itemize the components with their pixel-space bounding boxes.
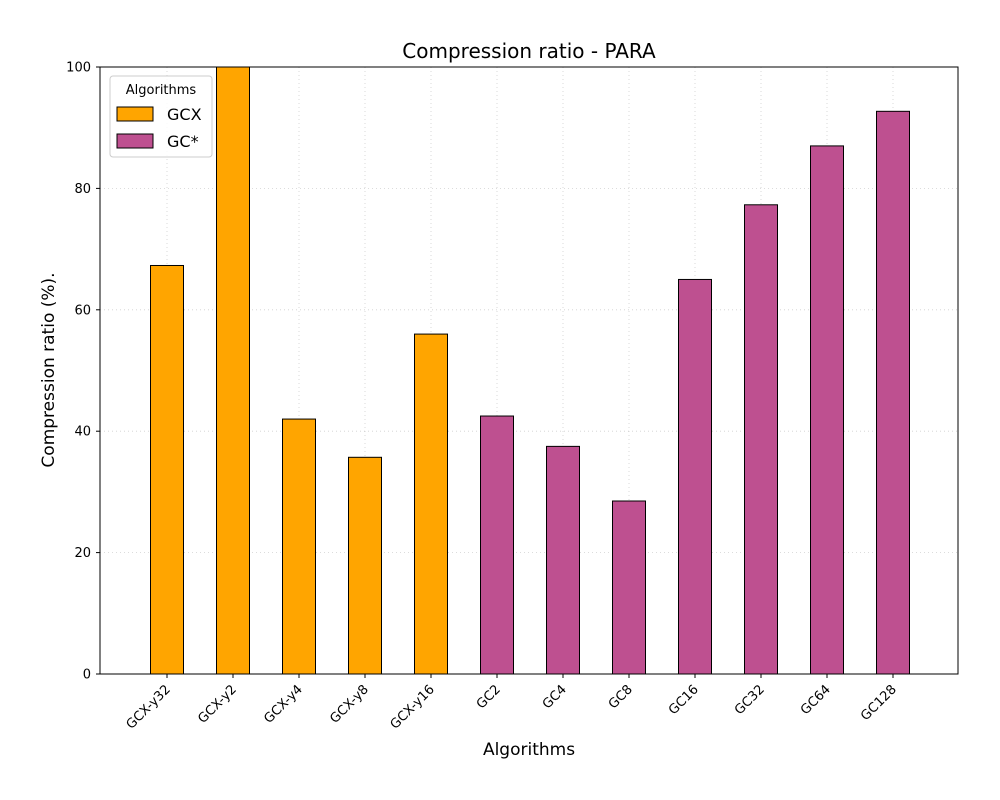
bar-gcx-y32 <box>150 264 184 675</box>
x-tick-label: GCX-y2 <box>195 682 239 726</box>
chart-title: Compression ratio - PARA <box>402 39 656 63</box>
y-tick-label: 40 <box>74 425 91 440</box>
x-tick-label: GC32 <box>732 682 768 718</box>
bar-gc2 <box>480 415 514 675</box>
x-axis-ticks: GCX-y32 GCX-y2 GCX-y4 GCX-y8 GCX-y16 GC2 GC4 GC… <box>124 674 900 733</box>
y-axis-title: Compression ratio (%). <box>39 272 59 467</box>
bars <box>150 66 910 675</box>
x-tick-label: GC16 <box>666 682 702 718</box>
y-tick-label: 80 <box>74 182 91 197</box>
x-tick-label: GC8 <box>606 682 636 712</box>
bar-gcx-y16 <box>414 333 448 675</box>
x-tick-label: GC128 <box>858 682 900 724</box>
legend-label-gcx: GCX <box>167 105 202 124</box>
x-tick-label: GC2 <box>474 682 504 712</box>
bar-gcx-y8 <box>348 456 382 675</box>
x-tick-label: GCX-y16 <box>388 682 438 732</box>
y-tick-label: 60 <box>74 303 91 318</box>
x-tick-label: GCX-y8 <box>327 682 371 726</box>
x-tick-label: GCX-y32 <box>124 682 174 732</box>
bar-gcx-y4 <box>282 418 316 675</box>
bar-gc32 <box>744 204 778 675</box>
legend-label-gc-star: GC* <box>167 132 199 151</box>
bar-gc16 <box>678 278 712 675</box>
y-tick-label: 0 <box>83 668 91 683</box>
y-axis-ticks: 0 20 40 60 80 100 <box>66 61 100 683</box>
x-tick-label: GC4 <box>540 682 570 712</box>
y-tick-label: 100 <box>66 61 91 76</box>
bar-gcx-y2 <box>216 66 250 675</box>
bar-gc8 <box>612 500 646 675</box>
x-tick-label: GC64 <box>798 682 834 718</box>
legend-swatch-gcx <box>116 106 154 122</box>
x-axis-title: Algorithms <box>483 740 575 760</box>
bar-gc64 <box>810 145 844 675</box>
x-tick-label: GCX-y4 <box>261 682 305 726</box>
y-tick-label: 20 <box>74 546 91 561</box>
bar-gc128 <box>876 110 910 675</box>
plot-frame <box>99 66 959 675</box>
legend: Algorithms GCX GC* <box>109 75 213 158</box>
bar-gc4 <box>546 445 580 675</box>
legend-swatch-gc-star <box>116 133 154 149</box>
legend-title: Algorithms <box>126 83 197 98</box>
